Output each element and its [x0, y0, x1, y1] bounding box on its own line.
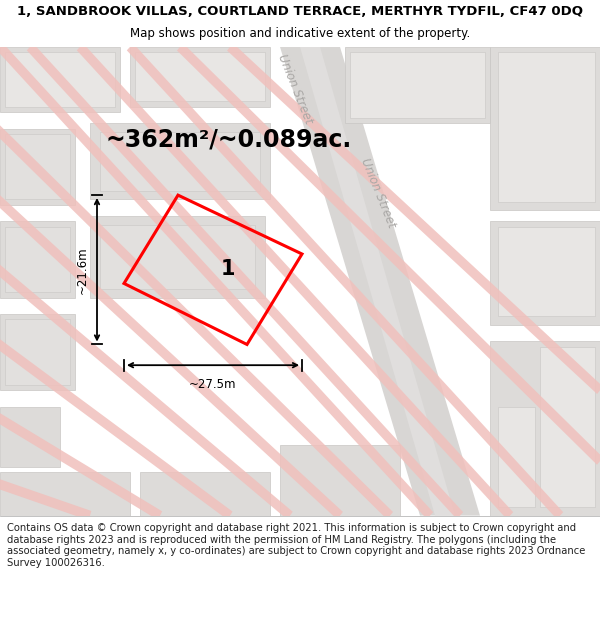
Text: Contains OS data © Crown copyright and database right 2021. This information is : Contains OS data © Crown copyright and d…	[7, 523, 586, 568]
Polygon shape	[0, 179, 343, 519]
Polygon shape	[5, 134, 70, 199]
Text: Union Street: Union Street	[275, 52, 315, 126]
Polygon shape	[0, 109, 393, 519]
Polygon shape	[0, 129, 75, 205]
Polygon shape	[127, 43, 563, 519]
Polygon shape	[540, 347, 595, 507]
Text: ~362m²/~0.089ac.: ~362m²/~0.089ac.	[105, 127, 351, 151]
Text: 1: 1	[221, 259, 235, 279]
Polygon shape	[177, 43, 600, 465]
Polygon shape	[140, 472, 270, 516]
Polygon shape	[90, 123, 270, 199]
Polygon shape	[498, 52, 595, 202]
Polygon shape	[280, 445, 400, 516]
Polygon shape	[130, 47, 270, 107]
Text: 1, SANDBROOK VILLAS, COURTLAND TERRACE, MERTHYR TYDFIL, CF47 0DQ: 1, SANDBROOK VILLAS, COURTLAND TERRACE, …	[17, 5, 583, 18]
Polygon shape	[0, 326, 233, 519]
Polygon shape	[300, 47, 455, 516]
Polygon shape	[135, 52, 265, 101]
Text: Map shows position and indicative extent of the property.: Map shows position and indicative extent…	[130, 28, 470, 40]
Polygon shape	[490, 341, 600, 516]
Text: ~21.6m: ~21.6m	[76, 246, 89, 294]
Polygon shape	[0, 407, 60, 467]
Polygon shape	[498, 407, 535, 507]
Text: ~27.5m: ~27.5m	[189, 378, 237, 391]
Polygon shape	[0, 221, 75, 298]
Polygon shape	[490, 47, 600, 211]
Polygon shape	[100, 224, 255, 289]
Polygon shape	[227, 43, 600, 394]
Polygon shape	[77, 43, 513, 519]
Polygon shape	[0, 314, 75, 390]
Polygon shape	[490, 221, 600, 325]
Polygon shape	[0, 47, 120, 112]
Polygon shape	[90, 216, 265, 298]
Polygon shape	[100, 132, 260, 191]
Polygon shape	[27, 43, 463, 519]
Polygon shape	[0, 43, 433, 519]
Text: Union Street: Union Street	[358, 156, 398, 229]
Polygon shape	[350, 52, 485, 118]
Polygon shape	[5, 227, 70, 292]
Polygon shape	[0, 472, 130, 516]
Polygon shape	[5, 52, 115, 107]
Polygon shape	[345, 47, 490, 123]
Polygon shape	[0, 402, 162, 520]
Polygon shape	[0, 472, 91, 520]
Polygon shape	[5, 319, 70, 385]
Polygon shape	[280, 47, 480, 516]
Polygon shape	[498, 227, 595, 316]
Polygon shape	[0, 250, 293, 519]
